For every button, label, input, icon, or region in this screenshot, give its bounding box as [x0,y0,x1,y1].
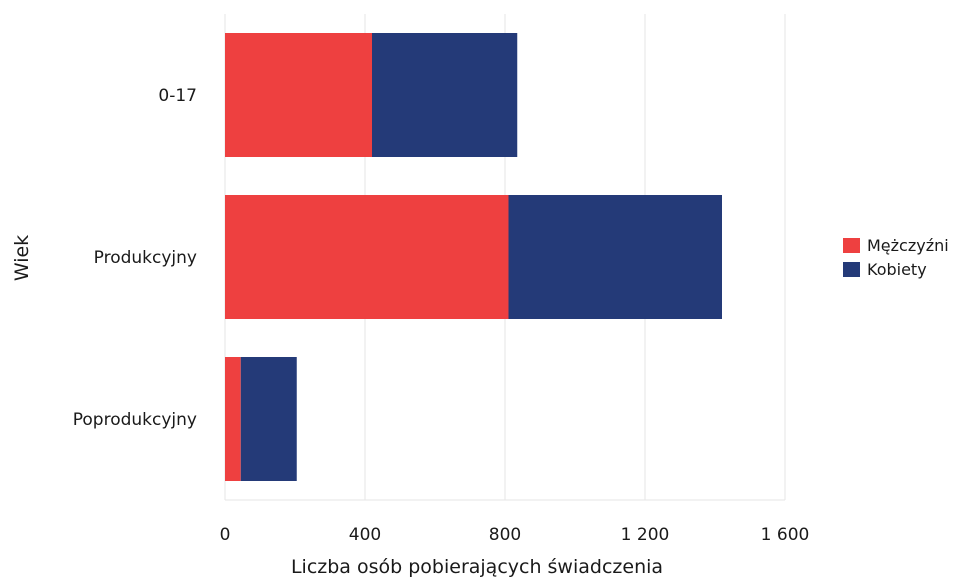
y-axis-title: Wiek [11,235,33,281]
x-axis-title: Liczba osób pobierających świadczenia [291,556,663,578]
bar-men-0 [225,33,372,157]
category-labels: 0-17 Produkcyjny Poprodukcyjny [73,86,197,430]
bar-women-1 [508,195,722,319]
category-label: 0-17 [158,86,197,106]
category-label: Poprodukcyjny [73,410,197,430]
bar-women-0 [372,33,518,157]
x-tick-label: 800 [489,525,521,545]
x-tick-label: 0 [220,525,231,545]
bar-men-2 [225,357,241,481]
legend-swatch-women [843,262,860,277]
legend-label-men: Mężczyźni [867,236,949,255]
bar-men-1 [225,195,509,319]
legend: Mężczyźni Kobiety [843,236,949,279]
x-tick-label: 1 200 [621,525,670,545]
x-tick-labels: 0 400 800 1 200 1 600 [220,525,810,545]
legend-swatch-men [843,238,860,253]
bar-women-2 [240,357,297,481]
x-tick-label: 400 [349,525,381,545]
bars-layer [225,33,722,481]
legend-label-women: Kobiety [867,260,927,279]
x-tick-label: 1 600 [761,525,810,545]
category-label: Produkcyjny [94,248,197,268]
